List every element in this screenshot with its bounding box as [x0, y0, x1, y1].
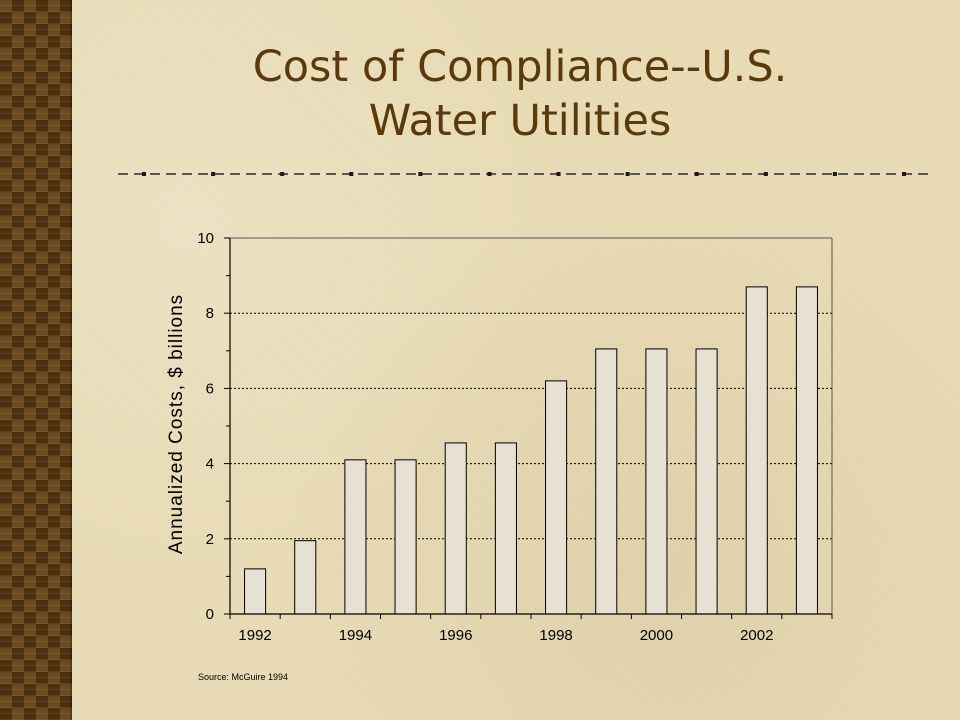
- axes: [224, 237, 833, 619]
- divider-dot: [487, 172, 492, 176]
- bar-1992: [244, 568, 267, 615]
- y-tick-label: 8: [206, 305, 214, 322]
- y-tick-label: 2: [206, 531, 214, 548]
- y-tick-label: 0: [206, 606, 214, 623]
- x-tick-label: 1992: [238, 627, 271, 644]
- bar-1993: [294, 540, 317, 615]
- plot-area: [230, 238, 832, 614]
- y-tick-labels: 0 2 4 6 8 10: [197, 230, 214, 623]
- title-line-1: Cost of Compliance--U.S.: [252, 42, 788, 92]
- x-tick-label: 2000: [640, 627, 673, 644]
- bar-1994: [344, 459, 367, 615]
- y-axis-title: Annualized Costs, $ billions: [166, 294, 187, 554]
- x-tick-labels: 1992 1994 1996 1998 2000 2002: [238, 627, 773, 644]
- y-tick-label: 6: [206, 380, 214, 397]
- bar-1997: [494, 442, 517, 615]
- divider-dot: [211, 172, 216, 176]
- divider-dot: [418, 172, 423, 176]
- slide-title: Cost of Compliance--U.S. Water Utilities: [120, 40, 920, 148]
- divider-dot: [832, 172, 837, 176]
- bar-2003: [795, 286, 818, 615]
- gridlines: [230, 237, 832, 614]
- bar-2002: [745, 286, 768, 615]
- divider-dot: [763, 172, 768, 176]
- bar-chart: 0 2 4 6 8 10 1992 1994 1996 1998 2000 2002 Annuali…: [166, 230, 833, 644]
- x-tick-label: 2002: [740, 627, 773, 644]
- y-tick-label: 4: [206, 456, 214, 473]
- x-tick-label: 1994: [339, 627, 372, 644]
- y-tick-label: 10: [197, 230, 214, 247]
- bar-1999: [595, 348, 618, 615]
- divider-dot: [349, 172, 354, 176]
- title-line-2: Water Utilities: [368, 96, 672, 146]
- divider-dot: [902, 172, 906, 176]
- bar-2001: [695, 348, 718, 615]
- x-tick-label: 1998: [539, 627, 572, 644]
- decorative-left-strip: [0, 0, 72, 720]
- divider-dot: [280, 172, 285, 176]
- bar-2000: [645, 348, 668, 615]
- divider-dot: [694, 172, 699, 176]
- bars: [244, 286, 818, 615]
- title-divider: [118, 172, 930, 176]
- bar-1998: [545, 380, 568, 615]
- bar-1995: [394, 459, 417, 615]
- x-tick-label: 1996: [439, 627, 472, 644]
- divider-dot: [556, 172, 561, 176]
- divider-dot: [142, 172, 146, 176]
- source-note: Source: McGuire 1994: [198, 672, 289, 682]
- divider-dot: [625, 172, 630, 176]
- bar-1996: [444, 442, 467, 615]
